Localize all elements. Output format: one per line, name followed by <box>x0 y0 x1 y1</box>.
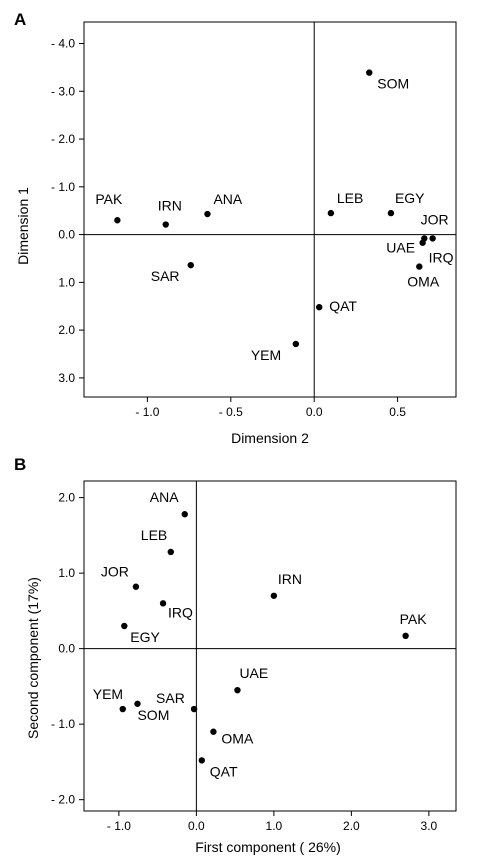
panel-b-x-axis-title: First component ( 26%) <box>195 839 341 855</box>
data-point-qat <box>316 303 323 311</box>
point-label-leb: LEB <box>337 190 363 206</box>
data-point-ana <box>181 511 188 518</box>
x-tick-label: 0.5 <box>389 405 406 419</box>
panel-a-x-axis: - 1.0 - 0.5 0.0 0.5 <box>135 397 406 419</box>
y-tick-label: - 1.0 <box>51 717 75 731</box>
panel-a-letter: A <box>14 10 26 29</box>
point-label-irn: IRN <box>158 198 182 214</box>
data-point-som <box>366 69 373 76</box>
x-tick-label: 1.0 <box>266 819 283 833</box>
x-tick-label: - 1.0 <box>135 405 159 419</box>
data-point-yem <box>292 340 300 348</box>
data-point-irn <box>270 592 278 599</box>
data-point-egy <box>387 209 395 217</box>
point-label-sar: SAR <box>156 690 185 706</box>
point-label-uae: UAE <box>386 239 415 255</box>
point-label-irq: IRQ <box>429 250 454 266</box>
data-point-jor <box>132 583 140 590</box>
y-tick-label: 0.0 <box>58 228 75 242</box>
y-tick-label: - 2.0 <box>51 793 75 807</box>
point-label-sar: SAR <box>151 268 180 284</box>
x-tick-label: - 0.5 <box>219 405 243 419</box>
panel-b-y-axis: 2.0 1.0 0.0 - 1.0 - 2.0 <box>51 491 84 807</box>
point-label-yem: YEM <box>93 686 123 702</box>
point-label-pak: PAK <box>400 611 428 627</box>
data-point-qat <box>198 757 205 764</box>
panel-b-x-axis: - 1.0 0.0 1.0 2.0 3.0 <box>107 811 438 833</box>
data-point-som <box>134 700 141 707</box>
point-label-qat: QAT <box>329 298 357 314</box>
panel-a: A - 1.0 - 0.5 0.0 0.5 - 4.0 - 3.0 - 2.0 - 1.0 0… <box>14 10 457 446</box>
point-label-irq: IRQ <box>168 604 193 620</box>
point-label-ana: ANA <box>213 191 242 207</box>
point-label-qat: QAT <box>210 763 238 779</box>
data-point-yem <box>119 705 126 713</box>
data-point-irq <box>419 239 426 246</box>
panel-a-plot-frame <box>83 21 457 398</box>
data-point-pak <box>402 632 409 640</box>
y-tick-label: 0.0 <box>58 642 75 656</box>
panel-a-y-axis-title: Dimension 1 <box>15 187 31 265</box>
point-label-pak: PAK <box>95 191 123 207</box>
panel-b-plot-frame <box>83 480 457 812</box>
y-tick-label: - 1.0 <box>51 180 75 194</box>
data-point-oma <box>210 728 217 735</box>
x-tick-label: 3.0 <box>421 819 438 833</box>
panel-b-letter: B <box>14 455 26 474</box>
x-tick-label: 2.0 <box>343 819 360 833</box>
y-tick-label: 2.0 <box>58 491 75 505</box>
point-label-yem: YEM <box>251 347 281 363</box>
y-tick-label: 2.0 <box>58 323 75 337</box>
point-label-egy: EGY <box>395 190 425 206</box>
data-point-pak <box>114 217 121 224</box>
data-point-leb <box>167 548 174 556</box>
panel-a-points: PAK IRN ANA SAR SOM LEB EGY JOR UAE IRQ OMA QAT YEM <box>95 69 454 363</box>
data-point-egy <box>121 622 128 630</box>
point-label-jor: JOR <box>101 564 129 580</box>
y-tick-label: 1.0 <box>58 566 75 580</box>
y-tick-label: - 3.0 <box>51 84 75 98</box>
x-tick-label: 0.0 <box>306 405 323 419</box>
data-point-irn <box>162 221 169 228</box>
data-point-sar <box>187 261 194 269</box>
point-label-som: SOM <box>377 76 409 92</box>
panel-b-y-axis-title: Second component (17%) <box>25 577 41 739</box>
y-tick-label: - 2.0 <box>51 132 75 146</box>
data-point-leb <box>327 209 335 217</box>
panel-a-reference-lines <box>84 22 456 397</box>
data-point-sar <box>190 705 198 713</box>
point-label-leb: LEB <box>141 527 167 543</box>
panel-a-x-axis-title: Dimension 2 <box>231 430 309 446</box>
point-label-som: SOM <box>137 707 169 723</box>
panel-b: B - 1.0 0.0 1.0 2.0 3.0 2.01.00.0- 1.0- 2.0 … <box>14 455 457 855</box>
point-label-jor: JOR <box>421 211 449 227</box>
x-tick-label: - 1.0 <box>107 819 131 833</box>
point-label-egy: EGY <box>130 629 160 645</box>
panel-b-reference-lines <box>84 481 456 811</box>
y-tick-label: - 4.0 <box>51 36 75 50</box>
point-label-oma: OMA <box>221 731 254 747</box>
y-tick-label: 3.0 <box>58 371 75 385</box>
y-tick-label: 1.0 <box>58 275 75 289</box>
data-point-ana <box>204 210 211 218</box>
point-label-uae: UAE <box>239 665 268 681</box>
data-point-oma <box>416 263 423 270</box>
point-label-oma: OMA <box>407 274 440 290</box>
x-tick-label: 0.0 <box>188 819 205 833</box>
point-label-irn: IRN <box>278 571 302 587</box>
data-point-irq <box>159 600 167 607</box>
data-point-uae <box>234 686 241 694</box>
panel-a-y-axis: - 4.0 - 3.0 - 2.0 - 1.0 0.0 1.0 2.0 3.0 <box>51 36 84 385</box>
data-point-jor <box>429 235 436 242</box>
point-label-ana: ANA <box>150 489 179 505</box>
